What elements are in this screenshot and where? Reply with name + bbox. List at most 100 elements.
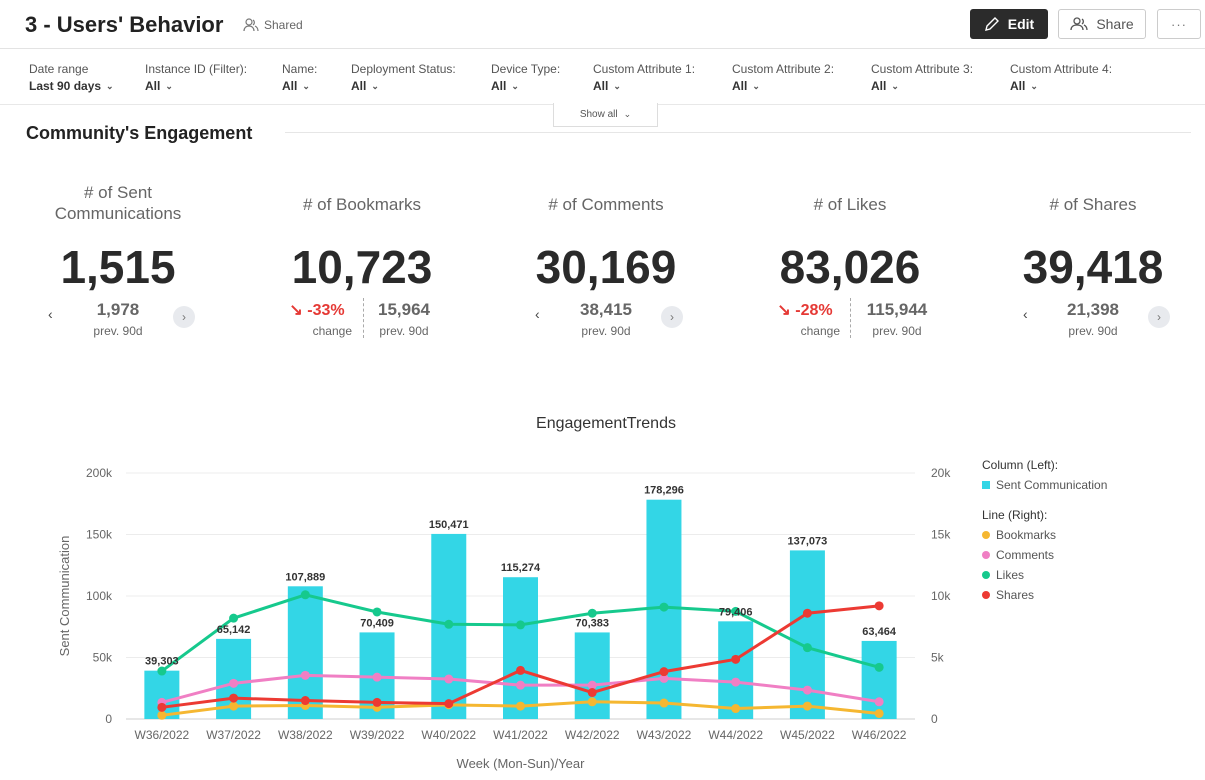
line-point <box>229 678 239 688</box>
chevron-left-icon[interactable]: ‹ <box>48 306 53 322</box>
filter-device-type[interactable]: Device Type: All ⌄ <box>491 62 560 93</box>
kpi-change-value: ↘ -28% <box>770 300 840 320</box>
bar-data-label: 63,464 <box>862 626 897 638</box>
filter-value: All <box>282 79 298 93</box>
legend-item-shares[interactable]: Shares <box>982 588 1107 602</box>
legend-label: Sent Communication <box>996 478 1108 492</box>
kpi-prev-label: prev. 90d <box>379 324 429 338</box>
kpi-label: # of Sent Communications <box>8 182 228 224</box>
dashboard-header: 3 - Users' Behavior Shared Edit Share ··… <box>0 0 1205 49</box>
kpi-value: 83,026 <box>779 241 921 293</box>
filter-label: Custom Attribute 1: <box>593 62 696 76</box>
kpi-change-label: change <box>800 324 840 338</box>
kpi-divider <box>850 298 851 338</box>
chevron-down-icon: ⌄ <box>752 80 760 91</box>
legend-item-likes[interactable]: Likes <box>982 568 1107 582</box>
kpi-label: # of Likes <box>813 195 887 214</box>
line-point <box>300 590 310 600</box>
chart-legend: Column (Left): Sent Communication Line (… <box>982 458 1107 608</box>
chevron-left-icon[interactable]: ‹ <box>535 306 540 322</box>
chevron-right-icon[interactable]: › <box>661 306 683 328</box>
legend-item-bookmarks[interactable]: Bookmarks <box>982 528 1107 542</box>
chevron-down-icon: ⌄ <box>623 109 632 119</box>
share-label: Share <box>1096 16 1134 32</box>
x-tick-label: W42/2022 <box>565 728 620 742</box>
y-tick-label: 50k <box>93 651 113 665</box>
kpi-label: # of Comments <box>548 195 664 214</box>
chevron-down-icon: ⌄ <box>1030 80 1038 91</box>
show-all-filters-button[interactable]: Show all ⌄ <box>553 103 658 127</box>
filter-value: All <box>491 79 507 93</box>
x-tick-label: W41/2022 <box>493 728 548 742</box>
y2-tick-label: 10k <box>931 589 951 603</box>
filter-bar: Date range Last 90 days ⌄ Instance ID (Fi… <box>0 48 1205 105</box>
filter-custom-attribute-1[interactable]: Custom Attribute 1: All ⌄ <box>593 62 695 93</box>
show-all-label: Show all <box>579 109 618 120</box>
filter-name[interactable]: Name: All ⌄ <box>282 62 317 93</box>
legend-label: Likes <box>996 568 1025 582</box>
line-point <box>731 654 741 664</box>
kpi-prev-value: 21,398 <box>1067 300 1119 319</box>
filter-custom-attribute-2[interactable]: Custom Attribute 2: All ⌄ <box>732 62 834 93</box>
shared-label: Shared <box>264 18 303 32</box>
filter-instance-id[interactable]: Instance ID (Filter): All ⌄ <box>145 62 247 93</box>
legend-item-sent-communication[interactable]: Sent Communication <box>982 478 1107 492</box>
line-point <box>444 699 454 709</box>
kpi-prev-label: prev. 90d <box>872 324 922 338</box>
edit-button[interactable]: Edit <box>970 9 1048 39</box>
filter-value: All <box>351 79 367 93</box>
section-title: Community's Engagement <box>26 123 253 143</box>
x-tick-label: W38/2022 <box>278 728 333 742</box>
legend-item-comments[interactable]: Comments <box>982 548 1107 562</box>
line-point <box>157 702 167 712</box>
kpi-prev: 1,978 prev. 90d <box>78 300 158 338</box>
x-tick-label: W39/2022 <box>350 728 405 742</box>
line-point <box>874 601 884 611</box>
legend-swatch <box>982 481 990 489</box>
more-options-button[interactable]: ··· <box>1157 9 1201 39</box>
filter-value: All <box>593 79 609 93</box>
line-point <box>516 680 525 690</box>
filter-deployment-status[interactable]: Deployment Status: All ⌄ <box>351 62 456 93</box>
section-divider <box>285 132 1191 133</box>
chevron-right-icon[interactable]: › <box>173 306 195 328</box>
filter-label: Custom Attribute 4: <box>1010 62 1113 76</box>
filter-custom-attribute-4[interactable]: Custom Attribute 4: All ⌄ <box>1010 62 1112 93</box>
page-title: 3 - Users' Behavior <box>25 12 224 37</box>
line-point <box>587 608 597 618</box>
line-point <box>587 680 597 690</box>
legend-label: Comments <box>996 548 1055 562</box>
line-point <box>229 613 239 623</box>
bar-data-label: 70,383 <box>575 617 609 629</box>
filter-label: Instance ID (Filter): <box>145 62 248 76</box>
share-button[interactable]: Share <box>1058 9 1146 39</box>
line-point <box>229 693 239 703</box>
chart-title: EngagementTrends <box>536 415 676 432</box>
y-axis-title: Sent Communication <box>57 536 72 657</box>
kpi-prev-label: prev. 90d <box>581 324 631 338</box>
line-point <box>731 704 741 714</box>
shared-indicator[interactable]: Shared <box>243 18 303 32</box>
kpi-divider <box>363 298 364 338</box>
x-axis-title: Week (Mon-Sun)/Year <box>457 756 586 771</box>
filter-custom-attribute-3[interactable]: Custom Attribute 3: All ⌄ <box>871 62 973 93</box>
chevron-right-icon[interactable]: › <box>1148 306 1170 328</box>
x-tick-label: W43/2022 <box>637 728 692 742</box>
chevron-down-icon: ⌄ <box>891 80 899 91</box>
arrow-down-right-icon: ↘ <box>777 302 791 319</box>
filter-label: Date range <box>29 62 89 76</box>
line-point <box>659 673 669 683</box>
bar-data-label: 107,889 <box>285 571 325 583</box>
chevron-left-icon[interactable]: ‹ <box>1023 306 1028 322</box>
kpi-prev: 38,415 prev. 90d <box>566 300 646 338</box>
line-point <box>802 643 812 653</box>
y2-tick-label: 5k <box>931 651 945 665</box>
filter-date-range[interactable]: Date range Last 90 days ⌄ <box>29 62 114 93</box>
bar-data-label: 39,303 <box>145 656 179 668</box>
kpi-value: 1,515 <box>60 241 176 293</box>
x-tick-label: W44/2022 <box>708 728 763 742</box>
bar <box>718 621 754 719</box>
kpi-value: 30,169 <box>535 241 677 293</box>
line-point <box>802 608 812 618</box>
x-tick-label: W36/2022 <box>135 728 190 742</box>
